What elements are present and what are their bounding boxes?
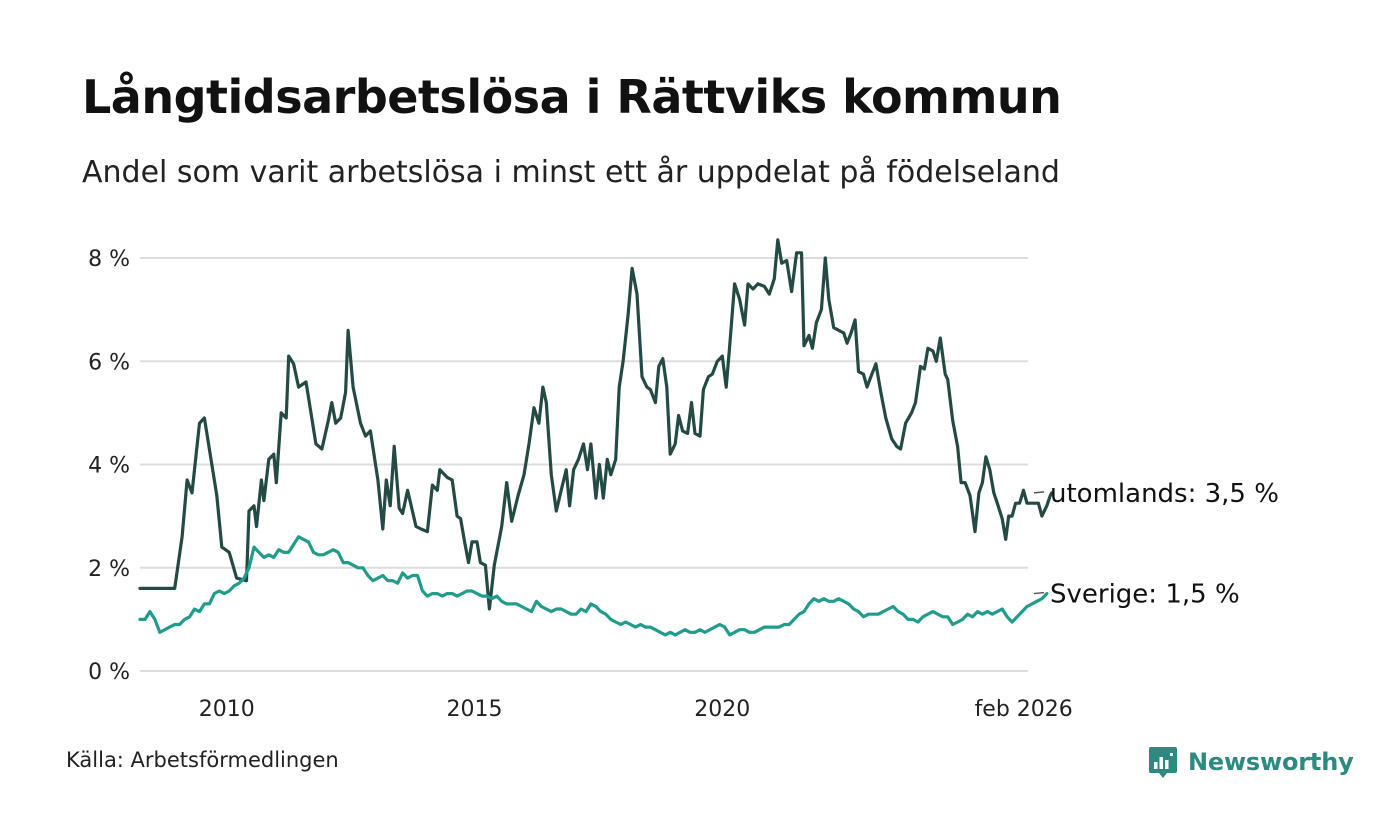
chart-title: Långtidsarbetslösa i Rättviks kommun (82, 70, 1062, 124)
y-tick-label: 4 % (88, 454, 130, 479)
end-labels: utomlands: 3,5 % Sverige: 1,5 % (1033, 479, 1279, 610)
y-axis-ticks: 0 % 2 % 4 % 6 % 8 % (88, 247, 130, 685)
x-axis-ticks: 2010 2015 2020 feb 2026 (199, 697, 1073, 722)
end-label-sverige: Sverige: 1,5 % (1050, 580, 1240, 610)
newsworthy-chart-icon (1149, 747, 1177, 778)
end-label-utomlands: utomlands: 3,5 % (1050, 479, 1279, 509)
x-tick-label: 2010 (199, 697, 255, 722)
y-tick-label: 8 % (88, 247, 130, 272)
end-label-connector (1033, 591, 1045, 595)
series-line-utomlands (138, 238, 1054, 611)
y-tick-label: 0 % (88, 660, 130, 685)
chart-subtitle: Andel som varit arbetslösa i minst ett å… (82, 155, 1060, 190)
y-tick-label: 6 % (88, 350, 130, 375)
x-tick-label: feb 2026 (975, 697, 1073, 722)
newsworthy-logo[interactable]: Newsworthy (1148, 742, 1354, 782)
y-tick-label: 2 % (88, 557, 130, 582)
source-note: Källa: Arbetsförmedlingen (66, 748, 339, 772)
x-tick-label: 2020 (694, 697, 750, 722)
series-lines (138, 238, 1054, 637)
brand-name: Newsworthy (1188, 748, 1354, 776)
end-label-connector (1033, 491, 1045, 494)
line-chart: 0 % 2 % 4 % 6 % 8 % 2010 2015 2020 feb 2026 uto… (88, 238, 1279, 722)
series-line-sverige (138, 535, 1049, 637)
x-tick-label: 2015 (446, 697, 502, 722)
